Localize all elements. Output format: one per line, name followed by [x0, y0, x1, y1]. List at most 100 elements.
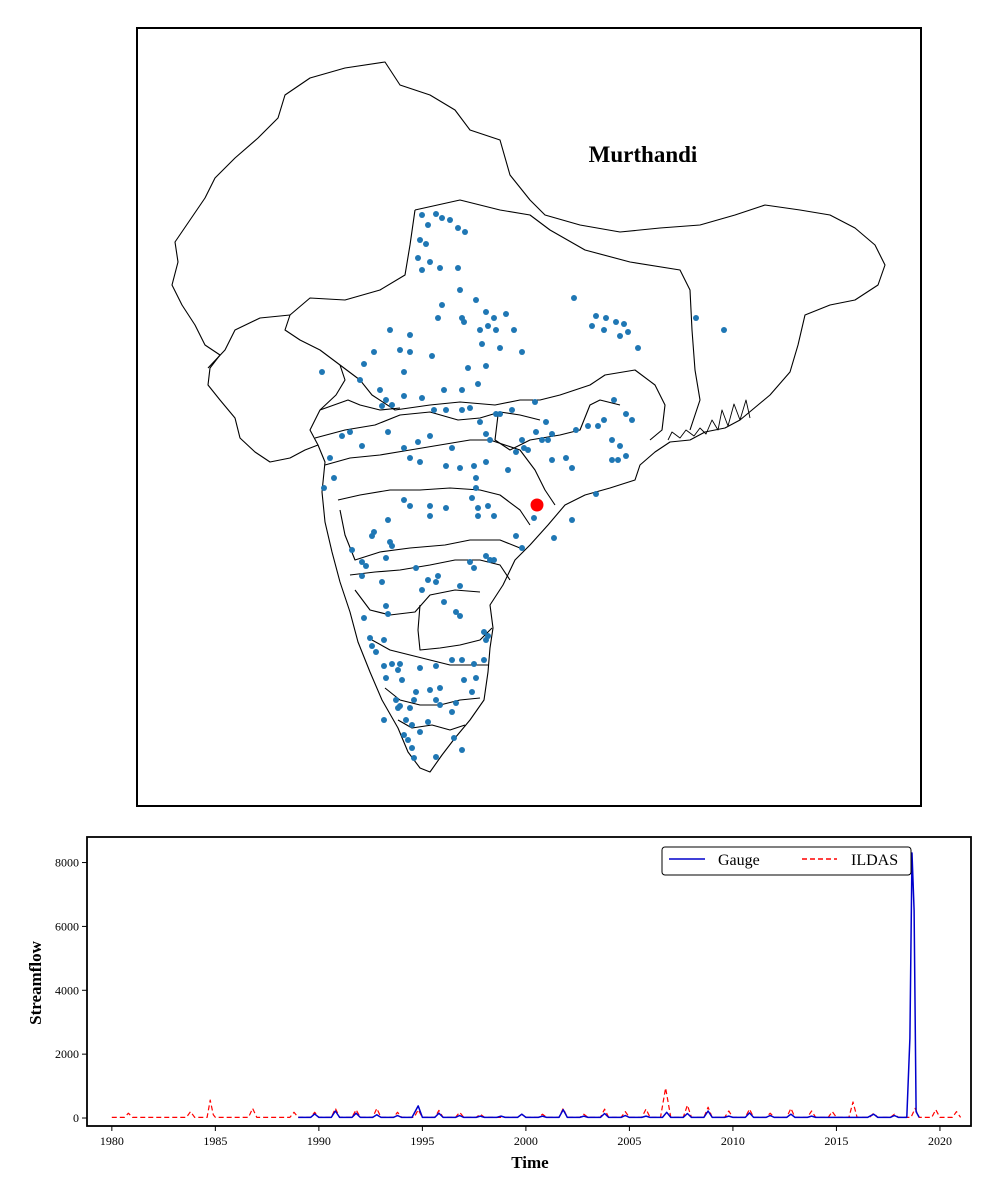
basin-line — [397, 719, 466, 731]
station-point — [379, 579, 385, 585]
station-point — [465, 365, 471, 371]
station-point — [615, 457, 621, 463]
station-point — [397, 347, 403, 353]
station-point — [369, 643, 375, 649]
station-point — [593, 491, 599, 497]
station-point — [471, 661, 477, 667]
station-point — [405, 737, 411, 743]
station-point — [433, 579, 439, 585]
station-point — [471, 565, 477, 571]
basin-line — [354, 589, 481, 616]
station-point — [425, 222, 431, 228]
station-point — [381, 717, 387, 723]
basin-line — [319, 399, 401, 411]
station-point — [449, 657, 455, 663]
station-point — [573, 427, 579, 433]
station-point — [415, 439, 421, 445]
station-point — [389, 543, 395, 549]
station-point — [433, 663, 439, 669]
station-point — [475, 381, 481, 387]
y-axis-ticks: 0 2000 4000 6000 8000 — [55, 856, 87, 1125]
station-point — [319, 369, 325, 375]
station-point — [415, 255, 421, 261]
station-point — [395, 667, 401, 673]
station-point — [433, 754, 439, 760]
station-point — [349, 547, 355, 553]
station-point — [453, 609, 459, 615]
station-point — [595, 423, 601, 429]
station-point — [377, 387, 383, 393]
station-point — [532, 399, 538, 405]
series-line-ildas — [111, 1087, 962, 1118]
station-point — [483, 459, 489, 465]
station-point — [485, 323, 491, 329]
station-point — [417, 729, 423, 735]
station-point — [459, 747, 465, 753]
station-point — [385, 611, 391, 617]
station-point — [383, 397, 389, 403]
station-point — [437, 265, 443, 271]
station-point — [459, 387, 465, 393]
station-point — [407, 503, 413, 509]
legend-label-ildas: ILDAS — [851, 852, 898, 869]
station-point — [505, 467, 511, 473]
station-point — [601, 417, 607, 423]
station-point — [403, 717, 409, 723]
station-point — [483, 553, 489, 559]
station-point — [617, 443, 623, 449]
station-point — [455, 225, 461, 231]
basin-line — [349, 559, 511, 581]
station-point — [381, 663, 387, 669]
station-point — [449, 445, 455, 451]
station-point — [433, 697, 439, 703]
station-point — [621, 321, 627, 327]
station-point — [462, 229, 468, 235]
station-point — [457, 613, 463, 619]
station-point — [491, 557, 497, 563]
station-point — [533, 429, 539, 435]
station-point — [347, 429, 353, 435]
selected-station — [530, 498, 544, 512]
station-point — [327, 455, 333, 461]
x-tick-label: 1995 — [410, 1134, 434, 1148]
station-point — [617, 333, 623, 339]
station-point — [417, 237, 423, 243]
station-point — [623, 411, 629, 417]
station-point — [511, 327, 517, 333]
station-point — [455, 265, 461, 271]
station-point — [491, 315, 497, 321]
station-point — [395, 705, 401, 711]
station-point — [493, 327, 499, 333]
station-point — [371, 349, 377, 355]
y-tick-label: 2000 — [55, 1047, 79, 1061]
station-point — [693, 315, 699, 321]
delta-outline — [667, 399, 751, 441]
station-point — [413, 565, 419, 571]
basin-line — [339, 509, 521, 561]
station-point — [485, 503, 491, 509]
station-point — [545, 437, 551, 443]
basin-line — [371, 639, 488, 666]
station-point — [339, 433, 345, 439]
y-tick-label: 0 — [73, 1111, 79, 1125]
station-point — [427, 259, 433, 265]
station-point — [477, 419, 483, 425]
station-point — [433, 211, 439, 217]
station-point — [429, 353, 435, 359]
station-point — [419, 587, 425, 593]
legend-box — [661, 846, 912, 876]
station-point — [439, 215, 445, 221]
station-point — [593, 313, 599, 319]
station-point — [473, 475, 479, 481]
station-point — [419, 395, 425, 401]
station-point — [367, 635, 373, 641]
station-point — [425, 719, 431, 725]
station-point — [459, 657, 465, 663]
gauge-stations — [319, 211, 727, 761]
station-point — [409, 722, 415, 728]
station-point — [443, 407, 449, 413]
station-point — [385, 517, 391, 523]
station-point — [473, 485, 479, 491]
series-line-gauge — [298, 852, 920, 1119]
station-point — [413, 689, 419, 695]
